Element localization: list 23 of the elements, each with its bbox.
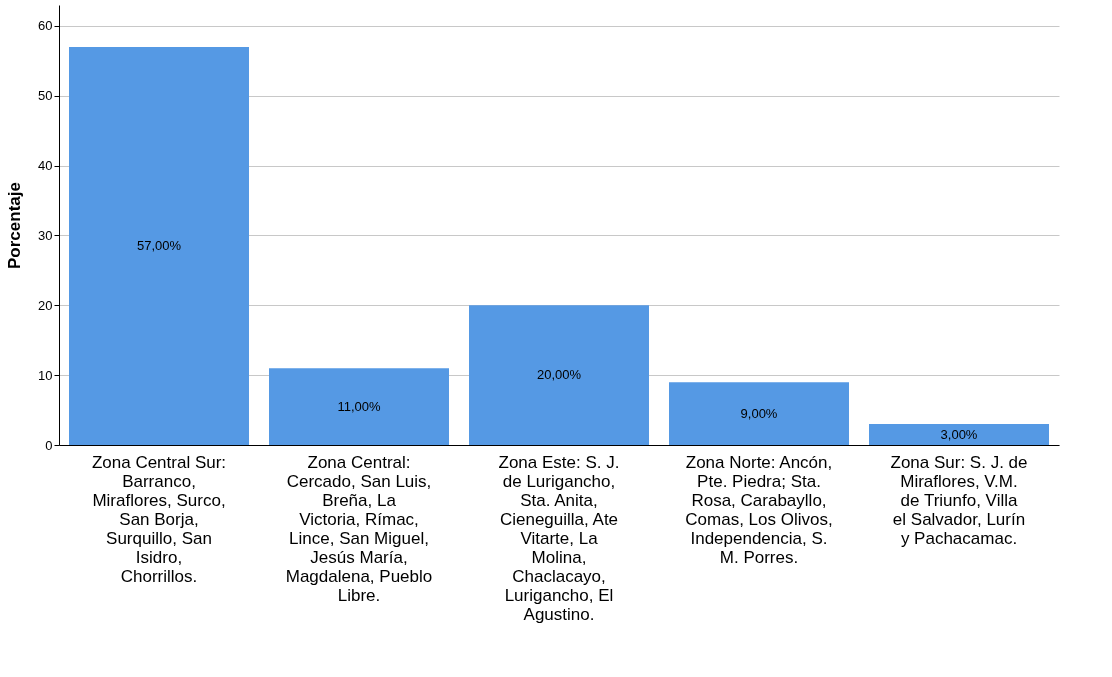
data-label: 57,00% xyxy=(136,237,182,253)
y-tick-label: 40 xyxy=(38,158,53,174)
data-label: 3,00% xyxy=(940,426,978,442)
data-label: 11,00% xyxy=(337,398,381,414)
data-label: 20,00% xyxy=(536,367,582,383)
x-tick-label: Zona Central: Cercado, San Luis, Breña, La Victoria, Rímac, Lince, San Miguel, Jesús María, Magdalena, Pueblo Libre. xyxy=(285,453,433,605)
x-tick-label: Zona Sur: S. J. de Miraflores, V.M. de Triunfo, Villa el Salvador, Lurín y Pachacamac. xyxy=(890,453,1028,548)
y-tick-label: 20 xyxy=(38,297,53,313)
y-axis-title: Porcentaje xyxy=(5,182,25,269)
data-label: 9,00% xyxy=(740,405,778,421)
y-tick-label: 30 xyxy=(38,227,53,243)
category-label: Zona Este: S. J. de Lurigancho, Sta. Anita, Cieneguilla, Ate Vitarte, La Molina, Chaclacayo, Lurigancho, El Agustino. xyxy=(498,453,620,624)
bar xyxy=(269,368,449,445)
x-tick-label: Zona Central Sur: Barranco, Miraflores, Surco, San Borja, Surquillo, San Isidro, Chorrillos. xyxy=(91,453,227,586)
x-tick-label: Zona Norte: Ancón, Pte. Piedra; Sta. Rosa, Carabayllo, Comas, Los Olivos, Independencia, S. M. Porres. xyxy=(685,453,833,567)
y-tick-label: 60 xyxy=(38,18,53,34)
y-tick-label: 0 xyxy=(45,437,53,453)
y-tick-label: 50 xyxy=(38,88,53,104)
bar xyxy=(669,382,849,445)
y-tick-label: 10 xyxy=(38,367,53,383)
bar xyxy=(869,424,1049,445)
bar xyxy=(69,46,249,445)
bar xyxy=(469,305,649,445)
